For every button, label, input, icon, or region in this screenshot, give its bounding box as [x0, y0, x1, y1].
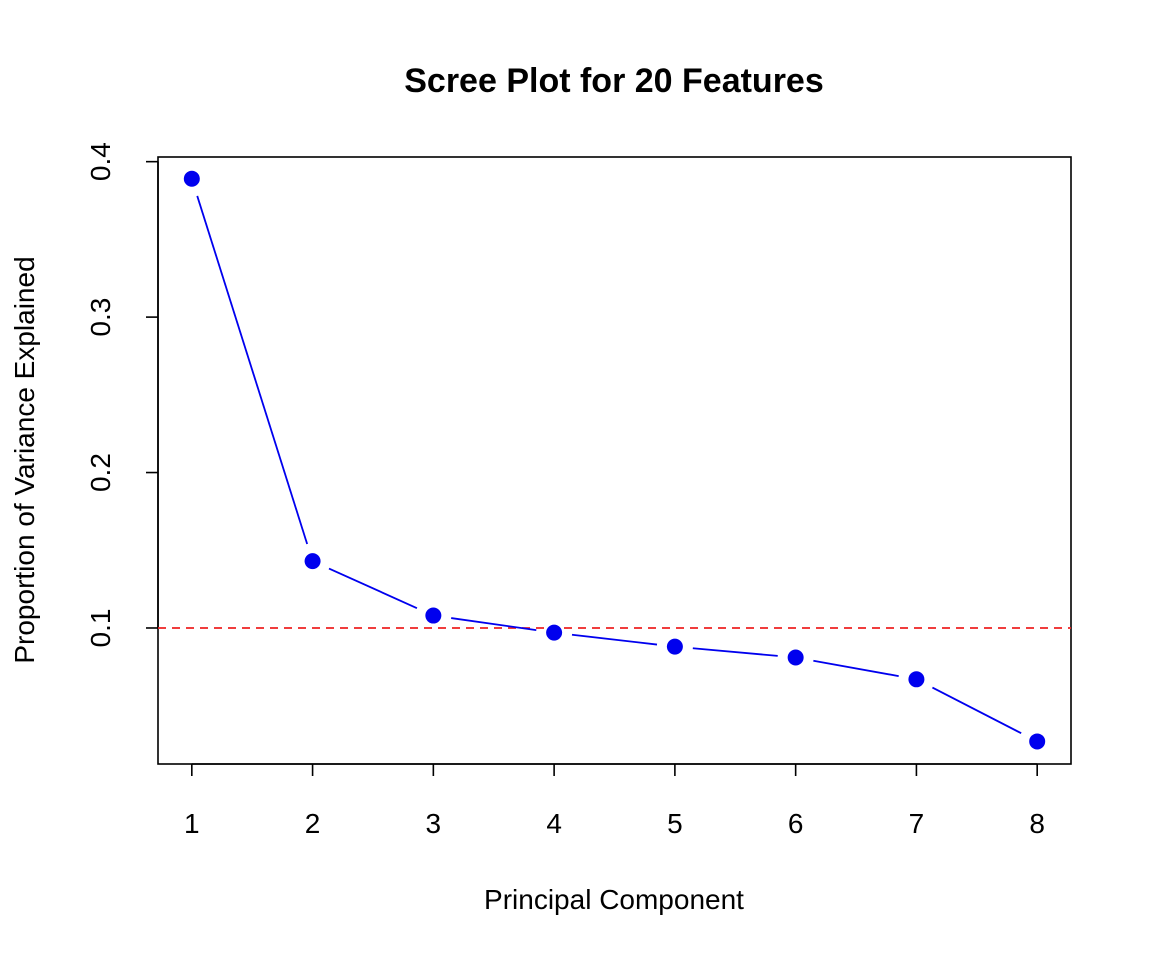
data-point	[787, 649, 804, 666]
x-tick-label: 1	[184, 808, 200, 839]
y-tick-label: 0.4	[85, 142, 116, 181]
series-line-segment	[571, 633, 658, 646]
x-tick-label: 3	[426, 808, 442, 839]
data-point	[666, 638, 683, 655]
x-axis-label: Principal Component	[484, 884, 744, 915]
data-point	[908, 671, 925, 688]
y-tick-label: 0.2	[85, 453, 116, 492]
plot-area: 0.1 0.2 0.3 0.4 1 2 3 4 5 6 7 8	[85, 142, 1072, 839]
series-line-segment	[932, 686, 1022, 735]
series-line-segment	[813, 659, 899, 677]
y-tick-label: 0.1	[85, 609, 116, 648]
series-line-segment	[196, 195, 309, 545]
data-point	[425, 607, 442, 624]
y-tick-label: 0.3	[85, 298, 116, 337]
x-tick-label: 4	[546, 808, 562, 839]
chart-title: Scree Plot for 20 Features	[404, 62, 824, 100]
data-point	[304, 553, 321, 570]
series-line-segment	[451, 617, 537, 632]
x-tick-label: 5	[667, 808, 683, 839]
data-point	[183, 170, 200, 187]
x-tick-label: 8	[1029, 808, 1045, 839]
x-tick-label: 7	[909, 808, 925, 839]
series-line-segment	[328, 567, 418, 609]
data-point	[546, 624, 563, 641]
data-point	[1029, 733, 1046, 750]
y-axis-label: Proportion of Variance Explained	[9, 256, 40, 663]
x-tick-label: 6	[788, 808, 804, 839]
x-tick-label: 2	[305, 808, 321, 839]
series-line-segment	[692, 647, 778, 657]
